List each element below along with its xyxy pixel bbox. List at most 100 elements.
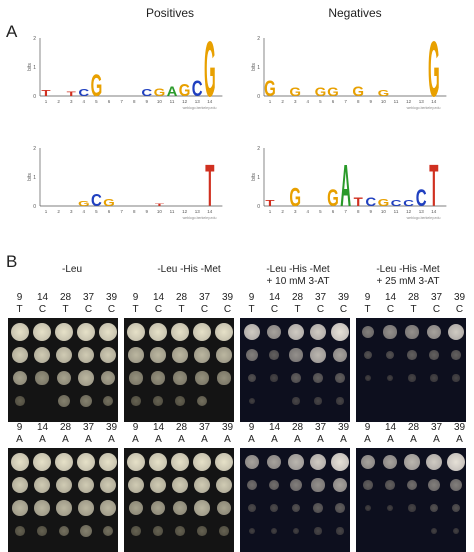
x-tick-label: 5 [319,99,322,104]
x-tick-label: 4 [307,99,310,104]
yeast-colony-spot [406,479,418,491]
yeast-colony-spot [35,371,49,385]
base-letter: A [155,434,162,445]
x-tick-label: 5 [95,99,98,104]
yeast-colony-spot [131,396,141,406]
yeast-colony-spot [429,503,439,513]
yeast-colony-spot [243,323,261,341]
x-tick-label: 1 [269,209,272,214]
yeast-colony-spot [172,347,188,363]
sequence-logo-positives-bottom: 2 1 0 bits 1 2 3 4 5 6 7 8 9 10 11 12 13 14 weblogo.berkel… [27,140,228,225]
logo-letter: G [378,197,390,208]
yeast-colony-spot [149,453,167,471]
base-letter: A [410,434,417,445]
yeast-colony-spot [194,347,210,363]
x-tick-label: 3 [294,209,297,214]
x-tick-label: 5 [95,209,98,214]
yeast-colony-spot [33,323,51,341]
base-letter: A [456,434,463,445]
yeast-colony-spot [193,323,211,341]
position-number: 28 [291,422,304,433]
yeast-colony-spot [426,324,442,340]
yeast-colony-spot [335,503,345,513]
yeast-colony-spot [452,527,460,535]
y-tick-label: 0 [33,94,36,100]
yeast-colony-spot [11,346,29,364]
position-number: 37 [198,292,211,303]
logo-letter: G [264,76,276,100]
position-number-row: 9 14 28 37 39 [240,422,355,433]
x-tick-label: 13 [195,99,201,104]
yeast-colony-spot [429,350,439,360]
yeast-spot-plate [356,448,466,552]
base-letter: T [248,304,255,315]
x-tick-label: 14 [207,209,213,214]
y-tick-label: 2 [257,146,260,152]
logo-letter: G [378,89,390,98]
yeast-colony-spot [77,453,95,471]
yeast-colony-spot [447,453,465,471]
position-number: 9 [16,292,23,303]
yeast-colony-spot [404,454,420,470]
y-tick-label: 2 [33,36,36,42]
x-tick-label: 9 [146,209,149,214]
yeast-colony-spot [99,476,117,494]
yeast-spot-plate [124,448,234,552]
yeast-colony-spot [15,526,25,536]
x-tick-label: 6 [332,209,335,214]
y-axis-label: bits [27,63,33,71]
yeast-colony-spot [127,323,145,341]
base-letter: A [271,434,278,445]
yeast-colony-spot [55,323,73,341]
x-tick-label: 8 [357,209,360,214]
yeast-colony-spot [175,526,185,536]
sequence-logo-positives-top: 2 1 0 bits 1 2 3 4 5 6 7 8 9 10 11 12 13 14 weblogo.berkel… [27,25,228,115]
yeast-colony-spot [172,500,188,516]
position-number: 37 [430,292,443,303]
position-number-row: 9 14 28 37 39 [356,422,471,433]
yeast-colony-spot [131,526,141,536]
yeast-colony-spot [78,370,94,386]
yeast-colony-spot [34,500,50,516]
yeast-colony-spot [215,323,233,341]
yeast-colony-spot [15,396,25,406]
x-tick-label: 13 [195,209,201,214]
condition-line1: -Leu -His -Met [157,264,221,275]
yeast-colony-spot [247,373,257,383]
base-letter: A [178,434,185,445]
base-letter: A [364,434,371,445]
logo-letter: G [327,85,339,98]
yeast-colony-spot [288,454,304,470]
condition-1-label: -Leu [12,264,132,276]
position-number: 14 [152,422,165,433]
x-tick-label: 4 [83,209,86,214]
x-tick-label: 9 [370,209,373,214]
condition-line2: + 10 mM 3-AT [266,276,330,287]
logo-letter: T [67,91,76,97]
x-tick-label: 10 [381,209,387,214]
position-number: 9 [248,422,255,433]
base-letter: A [387,434,394,445]
logo-letter: G [428,25,440,114]
yeast-colony-spot [171,453,189,471]
base-letter: A [224,434,231,445]
yeast-colony-spot [270,374,278,382]
condition-line1: -Leu [61,264,82,275]
base-letter: A [16,434,23,445]
condition-line1: -Leu -His -Met [266,264,330,275]
x-tick-label: 11 [394,209,399,214]
logo-letter: G [327,186,339,212]
weblogo-credit: weblogo.berkeley.edu [407,106,441,110]
yeast-colony-spot [314,527,322,535]
logo-letter: A [167,84,178,99]
position-number-row: 9 14 28 37 39 [240,292,355,303]
yeast-colony-spot [363,350,373,360]
logo-letter: C [416,186,427,212]
x-tick-label: 7 [344,99,347,104]
yeast-colony-spot [215,476,233,494]
position-number: 39 [337,292,350,303]
x-tick-label: 8 [357,99,360,104]
logo-letter: G [91,69,103,104]
